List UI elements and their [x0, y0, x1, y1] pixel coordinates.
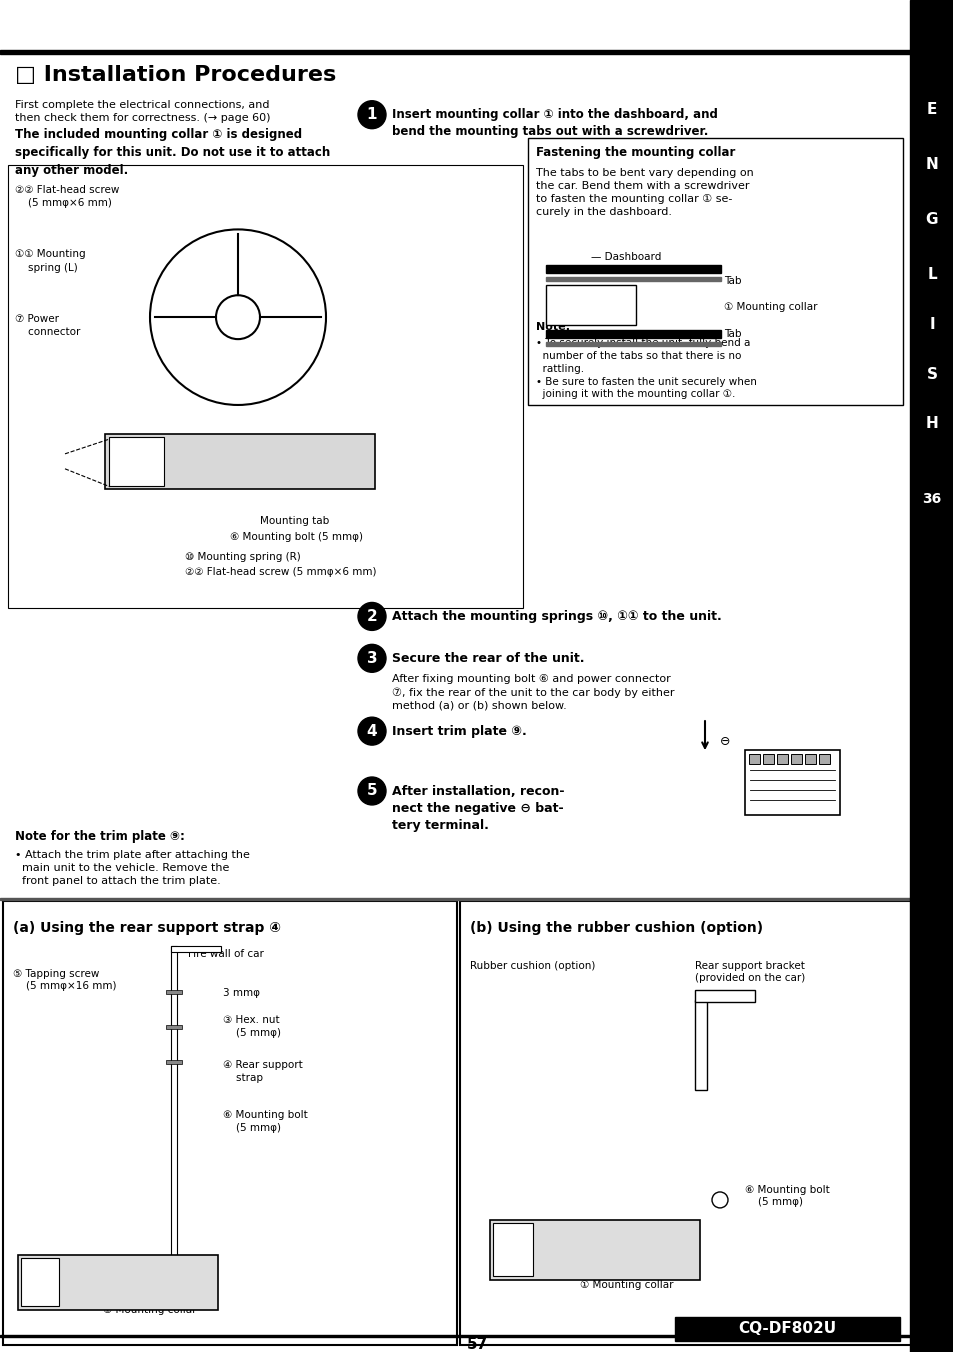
Text: Insert mounting collar ① into the dashboard, and
bend the mounting tabs out with: Insert mounting collar ① into the dashbo… — [392, 108, 717, 138]
Circle shape — [357, 717, 386, 745]
Text: First complete the electrical connections, and
then check them for correctness. : First complete the electrical connection… — [15, 100, 271, 123]
Text: 1: 1 — [366, 107, 376, 122]
Text: — Dashboard: — Dashboard — [590, 252, 660, 263]
Text: Fastening the mounting collar: Fastening the mounting collar — [536, 145, 735, 159]
Text: Insert trim plate ⑨.: Insert trim plate ⑨. — [392, 725, 526, 738]
Bar — [0, 1335, 953, 1336]
Text: The included mounting collar ① is designed
specifically for this unit. Do not us: The included mounting collar ① is design… — [15, 127, 330, 176]
Text: The tabs to be bent vary depending on
the car. Bend them with a screwdriver
to f: The tabs to be bent vary depending on th… — [536, 168, 753, 217]
Text: Mounting tab: Mounting tab — [260, 516, 329, 526]
Text: (a) Using the rear support strap ④: (a) Using the rear support strap ④ — [13, 920, 281, 935]
Bar — [545, 341, 720, 346]
Text: 3 mmφ: 3 mmφ — [223, 989, 260, 999]
Bar — [545, 266, 720, 274]
Text: □ Installation Procedures: □ Installation Procedures — [15, 65, 335, 85]
Text: ⑩ Mounting spring (R): ⑩ Mounting spring (R) — [185, 551, 300, 561]
Text: (b) Using the rubber cushion (option): (b) Using the rubber cushion (option) — [470, 920, 762, 935]
Text: Rubber cushion (option): Rubber cushion (option) — [470, 961, 595, 970]
Text: G: G — [924, 211, 937, 226]
Text: • To securely install the unit, fully bend a
  number of the tabs so that there : • To securely install the unit, fully be… — [536, 339, 756, 400]
Text: Tab: Tab — [723, 329, 740, 339]
Text: ①① Mounting
    spring (L): ①① Mounting spring (L) — [15, 249, 86, 272]
Text: Rear support bracket
(provided on the car): Rear support bracket (provided on the ca… — [695, 961, 804, 982]
Bar — [545, 331, 720, 339]
Bar — [804, 755, 815, 764]
Text: ②② Flat-head screw (5 mmφ×6 mm): ②② Flat-head screw (5 mmφ×6 mm) — [185, 566, 376, 577]
Circle shape — [357, 100, 386, 129]
Bar — [527, 138, 902, 405]
Bar — [21, 1257, 59, 1306]
Text: Tab: Tab — [723, 276, 740, 286]
Text: H: H — [924, 416, 938, 431]
Text: S: S — [925, 367, 937, 382]
Bar — [695, 991, 754, 1003]
Text: Fire wall of car: Fire wall of car — [188, 948, 264, 958]
Text: ① Mounting collar: ① Mounting collar — [103, 1305, 196, 1314]
Text: Note for the trim plate ⑨:: Note for the trim plate ⑨: — [15, 829, 185, 843]
Text: ⑥ Mounting bolt
    (5 mmφ): ⑥ Mounting bolt (5 mmφ) — [223, 1110, 308, 1133]
Text: 3: 3 — [366, 650, 377, 665]
Text: Secure the rear of the unit.: Secure the rear of the unit. — [392, 652, 584, 665]
Bar — [545, 286, 636, 325]
Text: Attach the mounting springs ⑩, ①① to the unit.: Attach the mounting springs ⑩, ①① to the… — [392, 611, 721, 623]
Text: ① Mounting collar: ① Mounting collar — [723, 302, 817, 312]
Text: 5: 5 — [366, 783, 377, 798]
Bar — [675, 1317, 899, 1340]
Text: CQ-DF802U: CQ-DF802U — [738, 1321, 835, 1336]
Text: E: E — [926, 102, 936, 118]
Circle shape — [150, 229, 326, 405]
Text: ⑥ Mounting bolt
    (5 mmφ): ⑥ Mounting bolt (5 mmφ) — [744, 1186, 829, 1207]
Circle shape — [357, 776, 386, 805]
Bar — [166, 991, 182, 995]
Bar — [762, 755, 773, 764]
Bar — [0, 898, 911, 900]
Bar — [818, 755, 829, 764]
Text: ⑥ Mounting bolt (5 mmφ): ⑥ Mounting bolt (5 mmφ) — [230, 531, 363, 542]
Text: 4: 4 — [366, 724, 377, 738]
Bar — [790, 755, 801, 764]
Bar — [105, 434, 375, 489]
Text: After fixing mounting bolt ⑥ and power connector
⑦, fix the rear of the unit to : After fixing mounting bolt ⑥ and power c… — [392, 675, 674, 710]
Text: ⑤ Tapping screw
    (5 mmφ×16 mm): ⑤ Tapping screw (5 mmφ×16 mm) — [13, 969, 116, 991]
Bar — [493, 1222, 533, 1276]
Text: • Attach the trim plate after attaching the
  main unit to the vehicle. Remove t: • Attach the trim plate after attaching … — [15, 850, 250, 886]
Bar — [776, 755, 787, 764]
Circle shape — [357, 603, 386, 630]
Bar — [909, 0, 953, 1351]
Circle shape — [357, 645, 386, 672]
Text: N: N — [924, 157, 938, 172]
Bar — [695, 1000, 706, 1091]
Bar — [0, 50, 909, 54]
Bar — [171, 946, 177, 1285]
Bar — [109, 436, 164, 485]
Circle shape — [215, 295, 260, 339]
Bar — [545, 278, 720, 282]
Bar — [3, 901, 456, 1344]
Bar — [166, 1061, 182, 1064]
Bar — [8, 164, 522, 608]
Text: ① Mounting collar: ① Mounting collar — [579, 1279, 673, 1290]
Bar — [490, 1220, 700, 1279]
Bar — [166, 1026, 182, 1030]
Text: 36: 36 — [922, 492, 941, 505]
Text: 2: 2 — [366, 608, 377, 623]
Text: L: L — [926, 267, 936, 282]
Bar — [748, 755, 760, 764]
Text: After installation, recon-
nect the negative ⊖ bat-
tery terminal.: After installation, recon- nect the nega… — [392, 785, 564, 832]
Bar — [744, 751, 840, 814]
Text: ④ Rear support
    strap: ④ Rear support strap — [223, 1061, 302, 1083]
Text: 57: 57 — [466, 1336, 487, 1351]
Circle shape — [711, 1192, 727, 1207]
Bar — [459, 901, 911, 1344]
Text: Note:: Note: — [536, 322, 570, 332]
Text: ③ Hex. nut
    (5 mmφ): ③ Hex. nut (5 mmφ) — [223, 1015, 281, 1038]
Text: I: I — [928, 317, 934, 332]
Bar — [171, 946, 221, 951]
Text: ⑦ Power
    connector: ⑦ Power connector — [15, 314, 80, 337]
Text: ②② Flat-head screw
    (5 mmφ×6 mm): ②② Flat-head screw (5 mmφ×6 mm) — [15, 184, 119, 207]
Bar — [18, 1255, 218, 1310]
Text: ⊖: ⊖ — [719, 734, 729, 748]
